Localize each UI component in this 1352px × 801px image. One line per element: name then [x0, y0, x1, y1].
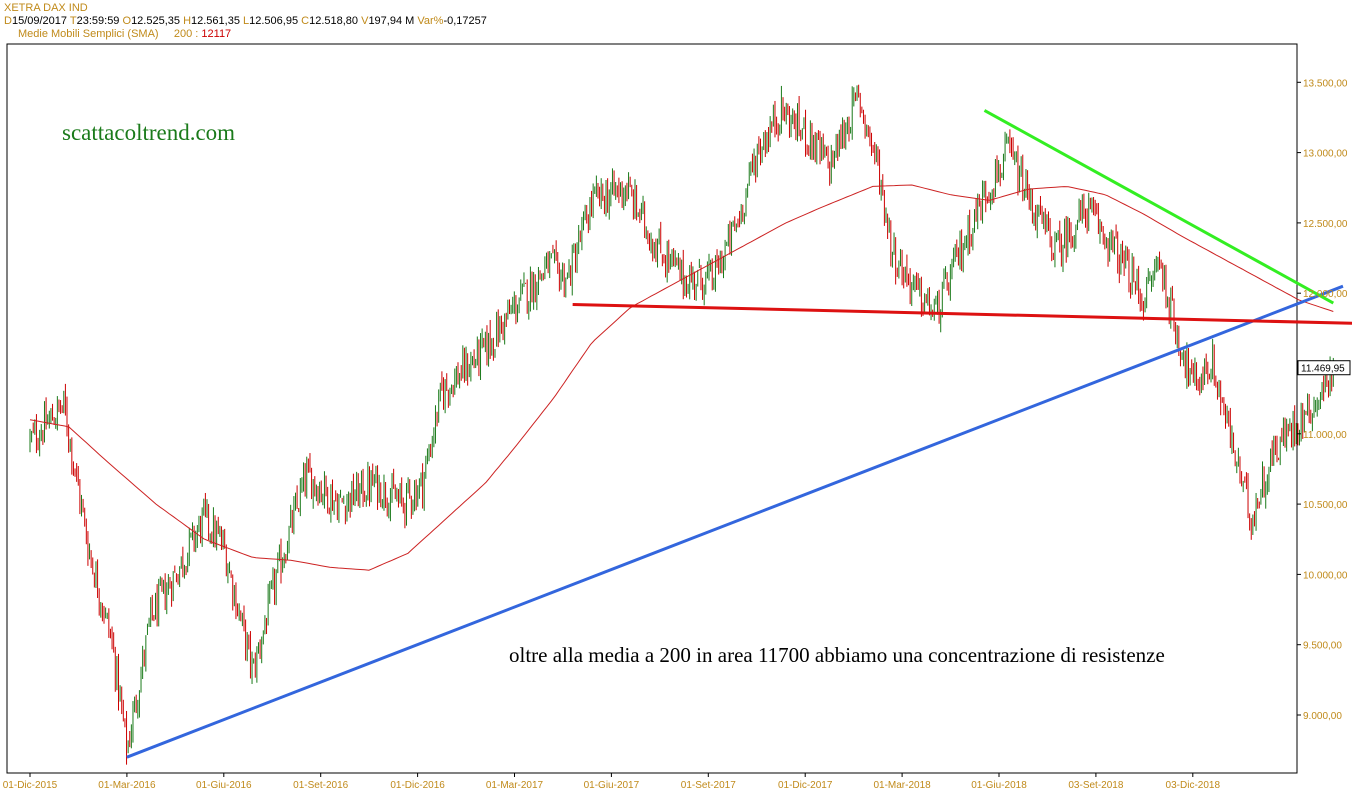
plot-frame	[6, 43, 1298, 774]
open-key: O	[122, 15, 132, 27]
x-axis: 01-Dic-2015 01-Mar-2016 01-Giu-2016 01-Set-…	[3, 773, 1221, 791]
y-tick-label: 13.500,00	[1303, 78, 1348, 89]
x-tick-label: 01-Set-2017	[681, 780, 736, 791]
close-key: C	[301, 15, 310, 27]
high-key: H	[183, 15, 192, 27]
x-tick-label: 01-Mar-2016	[98, 780, 156, 791]
close-value: 12.518,80	[309, 15, 359, 27]
var-key: Var%	[417, 15, 444, 27]
indicator-period: 200 :	[173, 28, 199, 40]
y-tick-label: 13.000,00	[1303, 149, 1348, 160]
resistance-trendline	[572, 302, 1352, 325]
x-tick-label: 01-Dic-2016	[390, 780, 445, 791]
x-tick-label: 01-Giu-2017	[584, 780, 640, 791]
low-key: L	[243, 15, 250, 27]
open-value: 12.525,35	[131, 15, 180, 27]
y-tick-label: 10.500,00	[1303, 500, 1348, 511]
sma-layer	[29, 184, 1334, 571]
x-tick-label: 01-Mar-2017	[486, 780, 544, 791]
y-tick-label: 9.500,00	[1303, 641, 1342, 652]
indicator-legend: Medie Mobili Semplici (SMA) 200 : 12117	[18, 28, 231, 41]
x-tick-label: 01-Set-2016	[293, 780, 348, 791]
instrument-title: XETRA DAX IND	[4, 2, 88, 14]
x-tick-label: 03-Dic-2018	[1166, 780, 1221, 791]
candles-layer	[29, 84, 1334, 765]
y-tick-label: 11.000,00	[1303, 430, 1347, 441]
last-price-label: 11.469,95	[1301, 364, 1345, 375]
x-tick-label: 01-Giu-2016	[196, 780, 252, 791]
high-value: 12.561,35	[191, 15, 240, 27]
y-axis: 9.000,00 9.500,00 10.000,00 10.500,00 11.000…	[1297, 78, 1348, 722]
volume-value: 197,94 M	[368, 15, 415, 27]
var-value: -0,17257	[443, 15, 487, 27]
y-tick-label: 12.500,00	[1303, 219, 1348, 230]
downtrend-trendline	[983, 109, 1335, 305]
watermark-text: scattacoltrend.com	[62, 120, 235, 145]
last-price-box	[1297, 360, 1351, 376]
sma200-line	[29, 184, 1334, 571]
y-tick-label: 12.000,00	[1303, 289, 1348, 300]
indicator-name: Medie Mobili Semplici (SMA)	[18, 28, 159, 40]
ohlc-readout: D15/09/2017 T23:59:59 O12.525,35 H12.561…	[4, 15, 487, 28]
trendlines-layer	[126, 109, 1352, 759]
x-tick-label: 01-Dic-2017	[778, 780, 833, 791]
date-key: D	[4, 15, 12, 27]
annotation-text: oltre alla media a 200 in area 11700 abb…	[509, 643, 1165, 667]
time-key: T	[69, 15, 77, 27]
y-tick-label: 9.000,00	[1303, 711, 1342, 722]
indicator-value: 12117	[201, 28, 232, 40]
x-tick-label: 01-Giu-2018	[971, 780, 1027, 791]
x-tick-label: 01-Mar-2018	[873, 780, 931, 791]
support-trendline	[126, 284, 1344, 759]
x-tick-label: 03-Set-2018	[1068, 780, 1123, 791]
time-value: 23:59:59	[76, 15, 120, 27]
date-value: 15/09/2017	[11, 15, 68, 27]
low-value: 12.506,95	[249, 15, 299, 27]
x-tick-label: 01-Dic-2015	[3, 780, 58, 791]
y-tick-label: 10.000,00	[1303, 570, 1348, 581]
volume-key: V	[361, 15, 369, 27]
